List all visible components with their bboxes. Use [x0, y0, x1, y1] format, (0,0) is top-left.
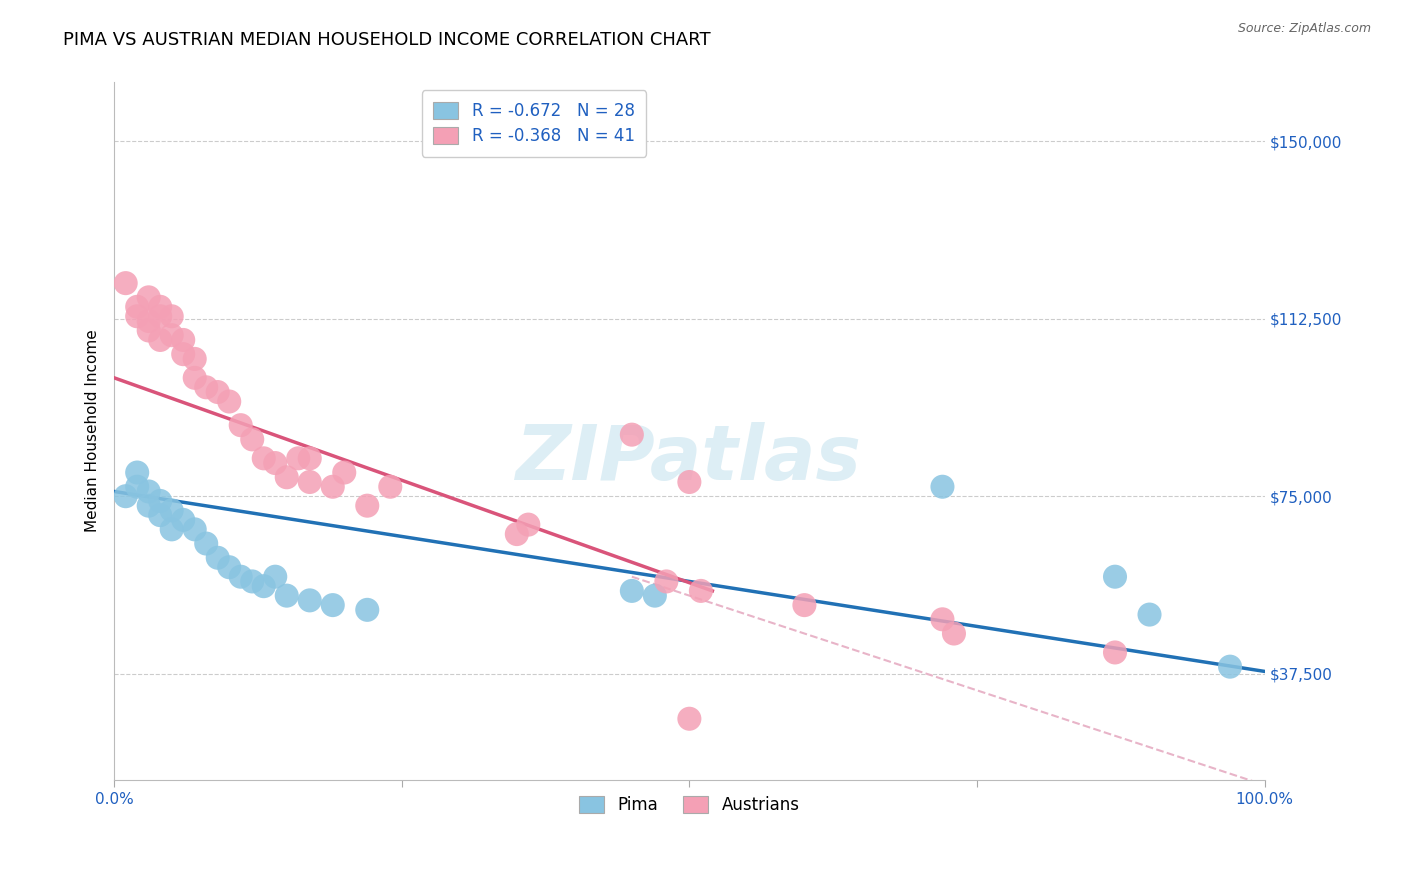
- Point: [1139, 607, 1161, 622]
- Point: [195, 536, 218, 550]
- Point: [678, 712, 700, 726]
- Point: [298, 475, 321, 489]
- Point: [229, 570, 252, 584]
- Point: [322, 598, 344, 612]
- Point: [931, 612, 953, 626]
- Point: [218, 394, 240, 409]
- Point: [1219, 659, 1241, 673]
- Point: [138, 290, 160, 304]
- Point: [1104, 570, 1126, 584]
- Y-axis label: Median Household Income: Median Household Income: [86, 330, 100, 533]
- Point: [1104, 645, 1126, 659]
- Point: [207, 385, 229, 400]
- Point: [678, 475, 700, 489]
- Point: [149, 310, 172, 324]
- Point: [333, 466, 356, 480]
- Point: [138, 323, 160, 337]
- Point: [183, 522, 205, 536]
- Point: [160, 522, 183, 536]
- Point: [218, 560, 240, 574]
- Point: [183, 351, 205, 366]
- Point: [276, 470, 298, 484]
- Point: [644, 589, 666, 603]
- Point: [172, 513, 194, 527]
- Point: [253, 451, 276, 466]
- Point: [127, 300, 149, 314]
- Point: [149, 494, 172, 508]
- Point: [620, 583, 643, 598]
- Point: [264, 570, 287, 584]
- Point: [620, 427, 643, 442]
- Point: [276, 589, 298, 603]
- Point: [160, 310, 183, 324]
- Text: ZIPatlas: ZIPatlas: [516, 422, 862, 496]
- Point: [114, 489, 136, 503]
- Point: [172, 333, 194, 347]
- Legend: Pima, Austrians: Pima, Austrians: [569, 786, 810, 824]
- Point: [149, 333, 172, 347]
- Point: [127, 466, 149, 480]
- Point: [322, 480, 344, 494]
- Point: [689, 583, 711, 598]
- Point: [172, 347, 194, 361]
- Text: Source: ZipAtlas.com: Source: ZipAtlas.com: [1237, 22, 1371, 36]
- Point: [298, 593, 321, 607]
- Point: [356, 603, 378, 617]
- Point: [253, 579, 276, 593]
- Point: [160, 503, 183, 517]
- Point: [264, 456, 287, 470]
- Point: [207, 550, 229, 565]
- Point: [195, 380, 218, 394]
- Point: [931, 480, 953, 494]
- Point: [506, 527, 529, 541]
- Point: [138, 499, 160, 513]
- Point: [655, 574, 678, 589]
- Point: [793, 598, 815, 612]
- Point: [160, 328, 183, 343]
- Point: [138, 314, 160, 328]
- Point: [138, 484, 160, 499]
- Point: [229, 418, 252, 433]
- Point: [149, 300, 172, 314]
- Point: [287, 451, 309, 466]
- Point: [240, 574, 263, 589]
- Point: [149, 508, 172, 523]
- Point: [298, 451, 321, 466]
- Point: [183, 371, 205, 385]
- Text: PIMA VS AUSTRIAN MEDIAN HOUSEHOLD INCOME CORRELATION CHART: PIMA VS AUSTRIAN MEDIAN HOUSEHOLD INCOME…: [63, 31, 711, 49]
- Point: [127, 480, 149, 494]
- Point: [942, 626, 965, 640]
- Point: [240, 433, 263, 447]
- Point: [114, 276, 136, 290]
- Point: [127, 310, 149, 324]
- Point: [517, 517, 540, 532]
- Point: [380, 480, 402, 494]
- Point: [356, 499, 378, 513]
